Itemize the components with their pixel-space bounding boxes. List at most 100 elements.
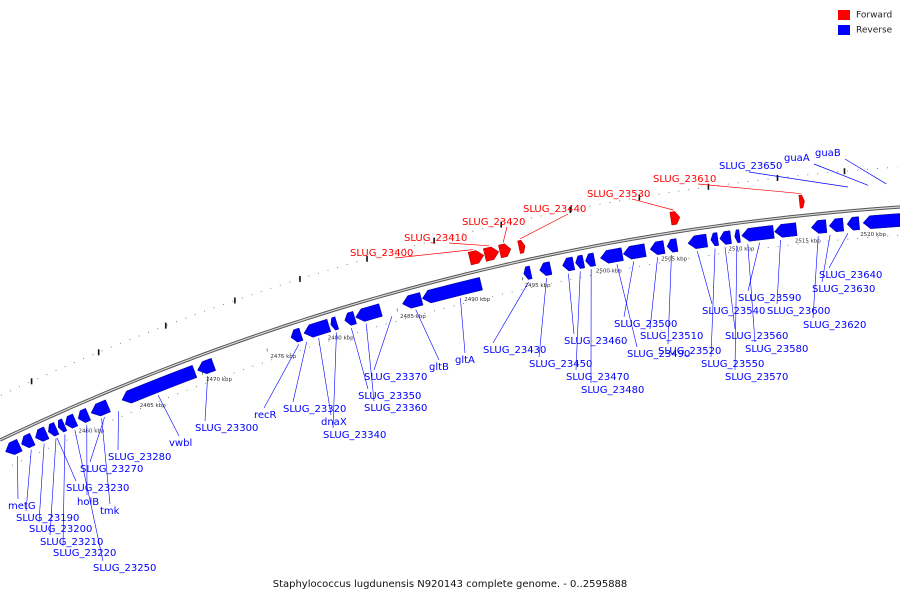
reverse-label-leader — [415, 309, 440, 361]
reverse-gene-label-slug-23220: SLUG_23220 — [53, 548, 116, 559]
forward-track-tick — [234, 297, 236, 304]
scale-tick-label: 2510 kbp — [729, 247, 755, 253]
reverse-gene-label-slug-23350: SLUG_23350 — [358, 391, 421, 402]
reverse-label-leader — [747, 244, 756, 343]
reverse-gene-arrow — [64, 413, 79, 429]
reverse-label-leader — [844, 158, 887, 185]
reverse-label-leader — [49, 438, 57, 536]
reverse-label-leader — [318, 337, 332, 416]
reverse-label-leader — [101, 418, 111, 505]
reverse-label-leader — [747, 242, 760, 292]
forward-gene-label-slug-23440: SLUG_23440 — [523, 204, 586, 215]
forward-label-leader — [631, 198, 674, 211]
reverse-label-leader — [460, 297, 466, 354]
reverse-gene-arrow — [622, 243, 647, 260]
reverse-gene-arrow — [303, 318, 332, 338]
reverse-gene-label-metg: metG — [8, 501, 36, 512]
reverse-gene-label-slug-23210: SLUG_23210 — [40, 537, 103, 548]
forward-gene-label-slug-23530: SLUG_23530 — [587, 189, 650, 200]
reverse-gene-label-slug-23580: SLUG_23580 — [745, 344, 808, 355]
forward-gene-label-slug-23400: SLUG_23400 — [350, 248, 413, 259]
scale-tick-label: 2480 kbp — [328, 335, 354, 341]
reverse-gene-label-slug-23470: SLUG_23470 — [566, 372, 629, 383]
forward-track-tick — [569, 206, 572, 213]
reverse-label-leader — [748, 171, 848, 188]
reverse-gene-label-tmk: tmk — [100, 506, 120, 517]
reverse-label-leader — [734, 245, 738, 371]
reverse-gene-label-recr: recR — [254, 410, 277, 421]
scale-tick-label: 2460 kbp — [78, 429, 104, 435]
reverse-gene-arrow — [585, 252, 596, 267]
reverse-label-leader — [373, 316, 393, 371]
reverse-gene-arrow — [846, 216, 860, 231]
forward-gene-label-slug-23420: SLUG_23420 — [462, 217, 525, 228]
reverse-label-leader — [492, 281, 529, 344]
reverse-gene-arrow — [48, 422, 60, 437]
reverse-gene-label-slug-23230: SLUG_23230 — [66, 483, 129, 494]
forward-track-tick — [299, 275, 301, 282]
forward-track-tick — [638, 194, 641, 201]
reverse-gene-label-slug-23370: SLUG_23370 — [364, 372, 427, 383]
reverse-label-leader — [204, 376, 208, 422]
reverse-gene-arrow — [197, 357, 217, 375]
reverse-gene-label-slug-23490: SLUG_23490 — [627, 349, 690, 360]
reverse-gene-arrow — [58, 418, 68, 433]
forward-label-leader — [502, 226, 508, 243]
reverse-gene-label-slug-23500: SLUG_23500 — [614, 319, 677, 330]
scale-tick-label: 2485 kbp — [400, 314, 426, 320]
reverse-gene-label-guaa: guaA — [784, 153, 810, 164]
reverse-gene-arrow — [77, 407, 92, 423]
reverse-gene-label-slug-23650: SLUG_23650 — [719, 161, 782, 172]
reverse-gene-arrow — [290, 327, 304, 343]
reverse-gene-label-slug-23460: SLUG_23460 — [564, 336, 627, 347]
reverse-label-leader — [812, 235, 819, 319]
reverse-label-leader — [365, 323, 375, 402]
forward-gene-arrow — [498, 243, 512, 259]
reverse-gene-arrow — [402, 292, 424, 309]
scale-tick-label: 2470 kbp — [206, 377, 232, 383]
legend-forward-label: Forward — [856, 10, 893, 21]
reverse-gene-label-slug-23480: SLUG_23480 — [581, 385, 644, 396]
reverse-gene-arrow — [810, 219, 828, 234]
legend-forward: Forward — [838, 10, 892, 21]
reverse-gene-label-slug-23270: SLUG_23270 — [80, 464, 143, 475]
scale-tick-label: 2465 kbp — [140, 403, 166, 409]
scale-tick-label: 2520 kbp — [860, 232, 886, 238]
scale-tick-label: 2505 kbp — [661, 257, 687, 263]
forward-gene-arrow — [467, 250, 485, 266]
reverse-gene-label-glta: gltA — [455, 355, 475, 366]
reverse-label-leader — [667, 254, 672, 345]
reverse-gene-arrow — [710, 232, 719, 247]
genome-backbone-highlight — [0, 206, 900, 441]
reverse-gene-label-slug-23300: SLUG_23300 — [195, 423, 258, 434]
reverse-gene-arrow — [741, 225, 775, 242]
reverse-gene-label-holb: holB — [77, 497, 99, 508]
reverse-label-leader — [292, 341, 308, 403]
reverse-gene-arrow — [5, 438, 23, 455]
scale-tick-label: 2500 kbp — [596, 268, 622, 274]
reverse-gene-label-slug-23640: SLUG_23640 — [819, 270, 882, 281]
scale-tick-label: 2490 kbp — [464, 297, 490, 303]
reverse-gene-arrow — [774, 222, 798, 238]
reverse-label-leader — [157, 394, 180, 437]
reverse-label-leader — [263, 344, 300, 409]
reverse-label-leader — [813, 163, 869, 186]
reverse-label-leader — [616, 264, 638, 348]
reverse-gene-arrow — [21, 432, 36, 449]
reverse-label-leader — [38, 443, 45, 523]
reverse-gene-arrow — [90, 399, 111, 417]
reverse-gene-arrow — [523, 265, 533, 280]
reverse-gene-arrow — [600, 247, 624, 264]
reverse-gene-label-slug-23540: SLUG_23540 — [702, 306, 765, 317]
forward-track-tick — [30, 378, 33, 385]
reverse-gene-label-slug-23360: SLUG_23360 — [364, 403, 427, 414]
reverse-label-leader — [74, 429, 104, 562]
reverse-gene-label-gltb: gltB — [429, 362, 449, 373]
forward-gene-arrow — [669, 211, 681, 226]
reverse-label-leader — [538, 278, 547, 358]
forward-track-tick — [164, 322, 167, 329]
legend-forward-swatch — [838, 10, 850, 20]
reverse-label-leader — [623, 261, 635, 318]
